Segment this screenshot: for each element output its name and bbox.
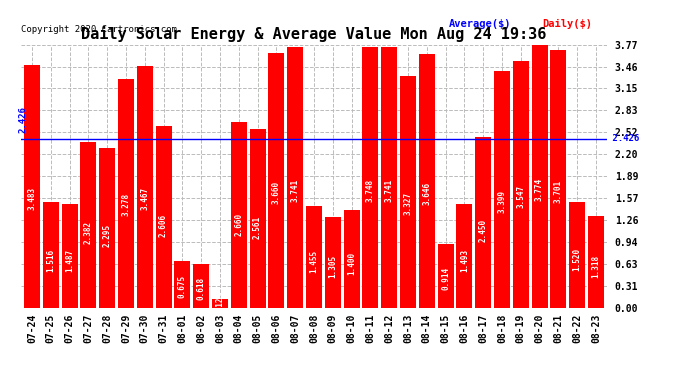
Bar (437, 244, 453, 308)
Bar (212, 299, 228, 307)
Bar (175, 261, 190, 308)
Text: 2.450: 2.450 (479, 219, 488, 242)
Bar (531, 45, 548, 308)
Bar (230, 122, 247, 308)
Bar (362, 46, 378, 308)
Text: 0.618: 0.618 (197, 277, 206, 300)
Bar (306, 206, 322, 308)
Text: 2.426: 2.426 (607, 134, 640, 143)
Text: 3.660: 3.660 (272, 181, 281, 204)
Bar (588, 216, 604, 308)
Text: 0.675: 0.675 (178, 275, 187, 298)
Text: 3.467: 3.467 (140, 187, 149, 210)
Bar (43, 202, 59, 308)
Text: 3.278: 3.278 (121, 193, 130, 216)
Text: 3.547: 3.547 (516, 185, 525, 208)
Bar (250, 129, 266, 308)
Text: 1.318: 1.318 (591, 255, 600, 278)
Bar (99, 148, 115, 308)
Bar (155, 126, 172, 308)
Text: 3.774: 3.774 (535, 178, 544, 201)
Text: 1.516: 1.516 (46, 248, 55, 272)
Bar (551, 50, 566, 308)
Text: 3.741: 3.741 (384, 179, 393, 202)
Title: Daily Solar Energy & Average Value Mon Aug 24 19:36: Daily Solar Energy & Average Value Mon A… (81, 27, 546, 42)
Text: 3.748: 3.748 (366, 178, 375, 202)
Text: 3.399: 3.399 (497, 189, 506, 213)
Bar (381, 47, 397, 308)
Text: 2.382: 2.382 (84, 221, 93, 245)
Text: Copyright 2020 Cartronics.com: Copyright 2020 Cartronics.com (21, 26, 177, 34)
Text: 2.295: 2.295 (103, 224, 112, 247)
Bar (118, 79, 134, 308)
Bar (325, 217, 341, 308)
Bar (494, 71, 510, 308)
Text: Daily($): Daily($) (543, 19, 593, 29)
Bar (193, 264, 209, 308)
Bar (24, 65, 40, 308)
Bar (137, 66, 152, 308)
Bar (400, 76, 416, 307)
Bar (80, 142, 97, 308)
Bar (61, 204, 77, 308)
Bar (419, 54, 435, 307)
Text: 3.646: 3.646 (422, 182, 431, 205)
Text: 2.426: 2.426 (18, 106, 27, 133)
Text: 3.327: 3.327 (404, 192, 413, 215)
Text: 3.701: 3.701 (554, 180, 563, 203)
Text: 2.660: 2.660 (235, 213, 244, 236)
Bar (569, 202, 585, 308)
Text: 1.400: 1.400 (347, 252, 356, 275)
Text: 3.483: 3.483 (28, 187, 37, 210)
Text: 2.561: 2.561 (253, 216, 262, 239)
Text: 1.487: 1.487 (65, 249, 74, 273)
Text: 0.914: 0.914 (441, 267, 450, 290)
Text: 1.455: 1.455 (309, 251, 319, 273)
Text: 1.520: 1.520 (573, 248, 582, 272)
Text: 2.606: 2.606 (159, 214, 168, 237)
Text: Average($): Average($) (448, 19, 511, 29)
Bar (344, 210, 359, 308)
Bar (268, 53, 284, 308)
Text: 3.741: 3.741 (290, 179, 299, 202)
Text: 1.493: 1.493 (460, 249, 469, 272)
Bar (456, 204, 473, 308)
Bar (513, 60, 529, 308)
Text: 1.305: 1.305 (328, 255, 337, 278)
Bar (475, 137, 491, 308)
Text: 0.123: 0.123 (215, 292, 224, 315)
Bar (287, 47, 303, 308)
